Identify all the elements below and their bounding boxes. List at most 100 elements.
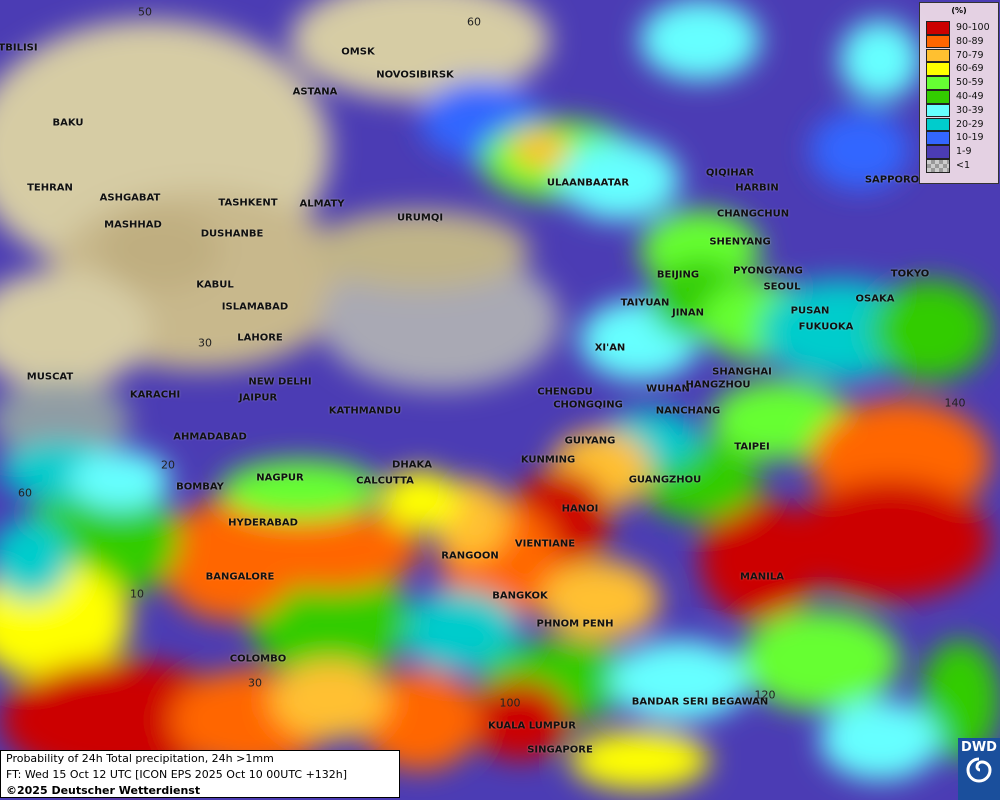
city-label: DHAKA bbox=[392, 459, 432, 471]
precip-area bbox=[560, 140, 680, 220]
copyright: ©2025 Deutscher Wetterdienst bbox=[6, 784, 201, 797]
legend-row: 40-49 bbox=[926, 90, 996, 104]
city-label: KUNMING bbox=[520, 454, 576, 466]
precip-area bbox=[470, 680, 570, 760]
city-label: RANGOON bbox=[441, 550, 499, 562]
precip-area bbox=[360, 670, 480, 770]
city-label: OMSK bbox=[341, 46, 375, 58]
legend-swatch bbox=[926, 34, 950, 49]
city-label: CHANGCHUN bbox=[716, 208, 790, 220]
legend-label: <1 bbox=[956, 160, 971, 171]
precip-area bbox=[820, 700, 940, 780]
city-label: SHANGHAI bbox=[712, 366, 772, 378]
legend-row: 10-19 bbox=[926, 131, 996, 145]
legend-label: 1-9 bbox=[956, 146, 972, 158]
forecast-time: FT: Wed 15 Oct 12 UTC [ICON EPS 2025 Oct… bbox=[6, 768, 348, 781]
legend-swatch bbox=[926, 117, 950, 132]
city-label: SINGAPORE bbox=[527, 744, 593, 756]
graticule-label: 60 bbox=[18, 486, 32, 500]
graticule-label: 100 bbox=[499, 696, 521, 710]
legend-label: 90-100 bbox=[956, 22, 990, 33]
precip-area bbox=[840, 20, 920, 100]
legend-row: 20-29 bbox=[926, 117, 996, 132]
city-label: CALCUTTA bbox=[356, 475, 414, 487]
legend-unit: (%) bbox=[951, 6, 967, 15]
legend-label: 70-79 bbox=[956, 49, 984, 61]
graticule-label: 120 bbox=[754, 688, 776, 702]
city-label: BAKU bbox=[52, 117, 84, 129]
legend-row: 70-79 bbox=[926, 48, 996, 63]
city-label: MASHHAD bbox=[104, 219, 162, 231]
dwd-logo-text: DWD bbox=[961, 740, 997, 755]
legend: (%) 90-100 80-89 70-79 60-69 50-59 40-49 30-39… bbox=[919, 2, 999, 184]
info-box: Probability of 24h Total precipitation, … bbox=[0, 750, 400, 798]
city-label: LAHORE bbox=[237, 332, 283, 344]
legend-label: 20-29 bbox=[956, 118, 984, 130]
legend-label: 80-89 bbox=[956, 35, 984, 47]
city-label: ASHGABAT bbox=[99, 192, 161, 204]
precip-area bbox=[160, 500, 300, 620]
precip-area bbox=[290, 0, 550, 100]
city-label: BEIJING bbox=[656, 269, 700, 281]
city-label: VIENTIANE bbox=[514, 538, 576, 550]
legend-label: 40-49 bbox=[956, 91, 984, 102]
city-label: PHNOM PENH bbox=[536, 618, 614, 630]
legend-swatch bbox=[926, 76, 950, 90]
city-label: DUSHANBE bbox=[200, 228, 264, 240]
precip-area bbox=[610, 640, 750, 720]
legend-row: 60-69 bbox=[926, 62, 996, 76]
precip-area bbox=[510, 130, 570, 170]
city-label: NEW DELHI bbox=[248, 376, 312, 388]
city-label: TASHKENT bbox=[218, 197, 278, 209]
graticule-label: 10 bbox=[130, 587, 144, 601]
precip-area bbox=[920, 640, 1000, 760]
city-label: SAPPORO bbox=[864, 174, 920, 186]
legend-row: 50-59 bbox=[926, 76, 996, 90]
city-label: PUSAN bbox=[790, 305, 830, 317]
precip-area bbox=[540, 560, 660, 640]
precip-area bbox=[270, 660, 390, 740]
city-label: KARACHI bbox=[129, 389, 181, 401]
city-label: GUANGZHOU bbox=[628, 474, 702, 486]
city-label: NOVOSIBIRSK bbox=[376, 69, 454, 81]
city-label: BOMBAY bbox=[176, 481, 224, 493]
precip-area bbox=[380, 470, 460, 530]
city-label: XI'AN bbox=[594, 342, 626, 354]
city-label: ASTANA bbox=[292, 86, 338, 98]
precip-area bbox=[740, 610, 900, 710]
precip-area bbox=[640, 0, 760, 80]
city-label: MUSCAT bbox=[26, 371, 74, 383]
city-label: HANGZHOU bbox=[685, 379, 751, 391]
city-label: OSAKA bbox=[855, 293, 895, 305]
precip-area bbox=[0, 270, 150, 390]
city-label: QIQIHAR bbox=[705, 167, 755, 179]
legend-swatch bbox=[926, 103, 950, 118]
city-label: CHONGQING bbox=[553, 399, 623, 411]
legend-swatch bbox=[926, 90, 950, 104]
city-label: COLOMBO bbox=[229, 653, 287, 665]
precip-area bbox=[700, 500, 820, 620]
legend-label: 30-39 bbox=[956, 104, 984, 116]
city-label: MANILA bbox=[740, 571, 784, 583]
precip-area bbox=[70, 450, 170, 510]
precip-area bbox=[0, 380, 130, 460]
city-label: AHMADABAD bbox=[173, 431, 247, 443]
precip-area bbox=[0, 520, 70, 600]
city-label: JINAN bbox=[672, 307, 704, 319]
city-label: ISLAMABAD bbox=[221, 301, 289, 313]
city-label: URUMQI bbox=[396, 212, 444, 224]
legend-swatch bbox=[926, 48, 950, 63]
city-label: PYONGYANG bbox=[733, 265, 803, 277]
graticule-label: 30 bbox=[198, 336, 212, 350]
city-label: BANGKOK bbox=[492, 590, 548, 602]
city-label: NANCHANG bbox=[655, 405, 721, 417]
city-label: ALMATY bbox=[299, 198, 345, 210]
map-title: Probability of 24h Total precipitation, … bbox=[6, 752, 274, 765]
precip-area bbox=[810, 110, 910, 190]
graticule-label: 60 bbox=[467, 15, 481, 29]
city-label: BANGALORE bbox=[205, 571, 275, 583]
graticule-label: 140 bbox=[944, 396, 966, 410]
city-label: BANDAR SERI BEGAWAN bbox=[631, 696, 769, 708]
legend-label: 10-19 bbox=[956, 132, 984, 144]
city-label: HYDERABAD bbox=[228, 517, 298, 529]
